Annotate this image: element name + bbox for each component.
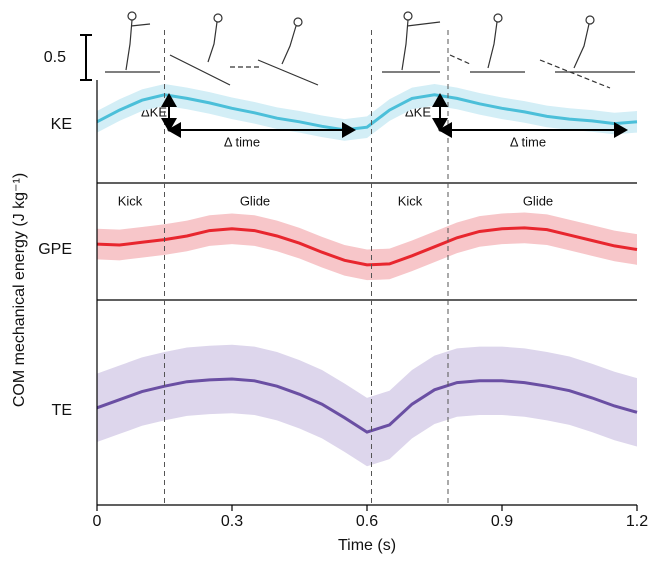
annotation: Δ time xyxy=(224,134,260,149)
phase-label: Kick xyxy=(118,193,143,208)
x-tick-label: 0.6 xyxy=(356,513,378,530)
plot-area: KE GPE TE 0 0.3 0.6 0.9 1.2 xyxy=(38,30,648,530)
panel-label: KE xyxy=(51,116,72,133)
skier-icons xyxy=(105,11,635,89)
panel-label: TE xyxy=(52,402,72,419)
x-axis-label: Time (s) xyxy=(338,537,396,554)
sd-band xyxy=(97,84,637,141)
panel-label: GPE xyxy=(38,241,72,258)
line xyxy=(96,93,638,132)
scale-bar-label: 0.5 xyxy=(44,49,66,66)
phase-label: Glide xyxy=(240,193,270,208)
x-tick-label: 0 xyxy=(93,513,102,530)
x-tick-label: 0.3 xyxy=(221,513,243,530)
phase-label: Glide xyxy=(523,193,553,208)
line xyxy=(96,226,638,267)
x-tick-label: 0.9 xyxy=(491,513,513,530)
annotation: Δ time xyxy=(510,134,546,149)
sd-band xyxy=(97,344,637,467)
line xyxy=(96,377,638,434)
phase-label: Kick xyxy=(398,193,423,208)
sd-band xyxy=(97,212,637,281)
y-axis-label: COM mechanical energy (J kg⁻¹) xyxy=(11,173,28,407)
x-tick-label: 1.2 xyxy=(626,513,648,530)
